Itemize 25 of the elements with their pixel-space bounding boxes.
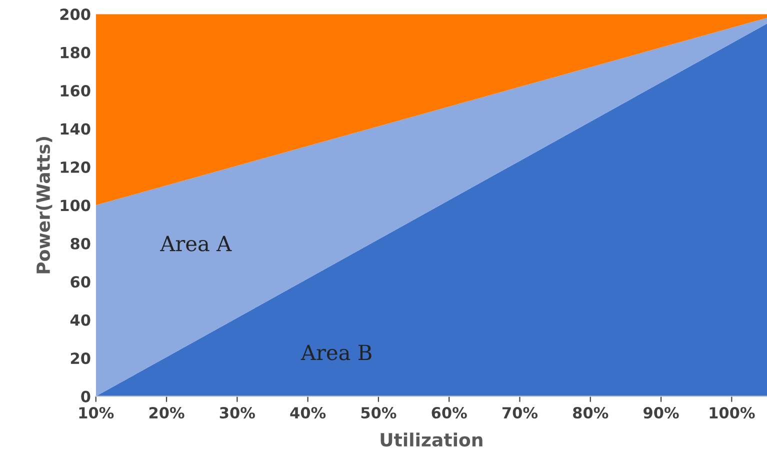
y-tick-label: 160 — [60, 84, 90, 97]
x-tick-label: 100% — [710, 406, 755, 419]
x-tick-label: 50% — [361, 406, 396, 419]
x-tick-label: 90% — [644, 406, 679, 419]
annotation: Area A — [160, 236, 232, 252]
y-tick-label: 80 — [70, 238, 90, 250]
x-axis-title: Utilization — [380, 432, 482, 447]
x-tick-label: 60% — [432, 406, 467, 419]
y-axis-title: Power(Watts) — [36, 137, 52, 274]
annotation: Area B — [300, 344, 372, 360]
y-tick-label: 140 — [60, 123, 90, 135]
x-tick-label: 10% — [79, 406, 114, 419]
y-tick-label: 200 — [60, 8, 90, 20]
x-tick-label: 70% — [502, 406, 538, 419]
x-tick-label: 40% — [290, 406, 326, 419]
y-tick-label: 100 — [60, 200, 90, 212]
y-tick-label: 40 — [70, 314, 90, 326]
y-tick-label: 60 — [70, 276, 90, 288]
y-tick-label: 120 — [60, 161, 90, 173]
x-tick-label: 30% — [220, 406, 255, 419]
y-tick-label: 20 — [70, 352, 90, 364]
y-tick-label: 180 — [60, 46, 90, 58]
y-tick-label: 0 — [81, 390, 90, 402]
x-tick-label: 80% — [573, 406, 608, 419]
x-tick-label: 20% — [149, 406, 184, 419]
